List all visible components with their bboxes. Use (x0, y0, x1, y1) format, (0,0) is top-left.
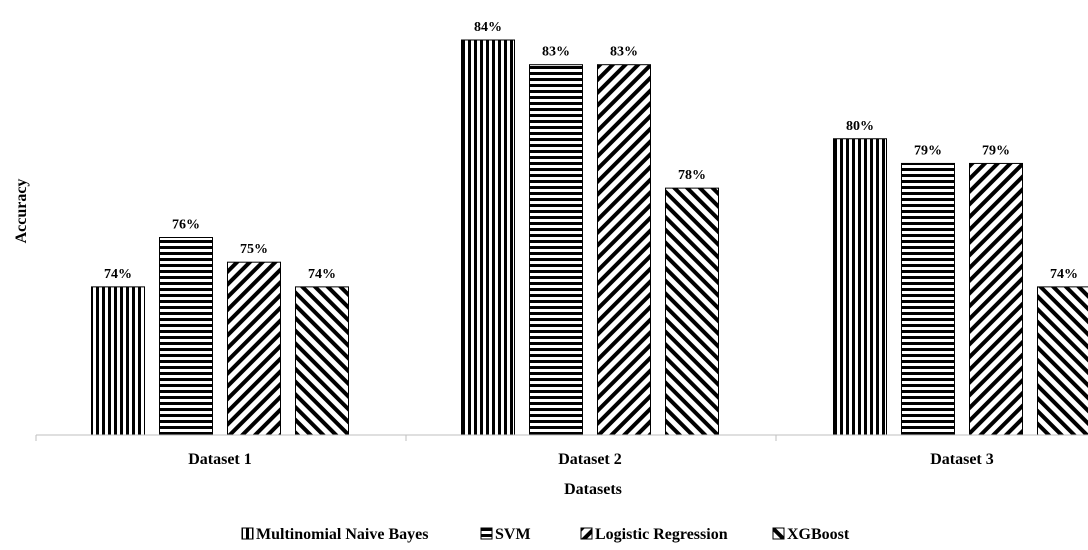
value-label-1-2: 76% (172, 218, 200, 233)
value-label-1-3: 75% (240, 242, 268, 257)
bar-2-4 (665, 187, 719, 436)
value-label-2-3: 83% (610, 45, 638, 60)
value-label-3-3: 79% (982, 143, 1010, 158)
legend-swatch-3 (580, 527, 593, 540)
x-axis-title: Datasets (564, 481, 622, 498)
value-label-1-1: 74% (104, 267, 132, 282)
category-labels: Dataset 1 Dataset 2 Dataset 3 (188, 451, 994, 468)
value-label-3-2: 79% (914, 143, 942, 158)
bar-3-1 (833, 138, 887, 436)
bar-3-3 (969, 162, 1023, 436)
legend-swatch-1 (241, 527, 254, 540)
category-label-2: Dataset 2 (558, 451, 622, 468)
category-label-1: Dataset 1 (188, 451, 252, 468)
value-label-3-1: 80% (846, 119, 874, 134)
bars (91, 39, 1088, 436)
legend-swatch-4 (772, 527, 785, 540)
y-axis-title: Accuracy (13, 179, 30, 244)
legend-label-3: Logistic Regression (595, 526, 728, 543)
value-label-2-4: 78% (678, 168, 706, 183)
value-label-1-4: 74% (308, 267, 336, 282)
bar-1-2 (159, 237, 213, 436)
bar-1-1 (91, 286, 145, 436)
bar-1-3 (227, 261, 281, 436)
bar-3-2 (901, 162, 955, 436)
legend-label-4: XGBoost (787, 526, 850, 543)
bar-3-4 (1037, 286, 1088, 436)
value-label-3-4: 74% (1050, 267, 1078, 282)
legend-swatch-2 (480, 527, 493, 540)
legend: Multinomial Naive Bayes SVM Logistic Regre… (241, 526, 850, 543)
category-label-3: Dataset 3 (930, 451, 994, 468)
bar-1-4 (295, 286, 349, 436)
value-label-2-1: 84% (474, 20, 502, 35)
value-label-2-2: 83% (542, 45, 570, 60)
legend-label-2: SVM (495, 526, 531, 543)
legend-label-1: Multinomial Naive Bayes (256, 526, 428, 543)
x-axis-ticks (35, 435, 777, 441)
bar-2-3 (597, 64, 651, 436)
value-labels: 74% 76% 75% 74% 84% 83% 83% 78% 80% 79% 79% 74% (104, 20, 1078, 282)
bar-2-2 (529, 64, 583, 436)
bar-2-1 (461, 39, 515, 436)
